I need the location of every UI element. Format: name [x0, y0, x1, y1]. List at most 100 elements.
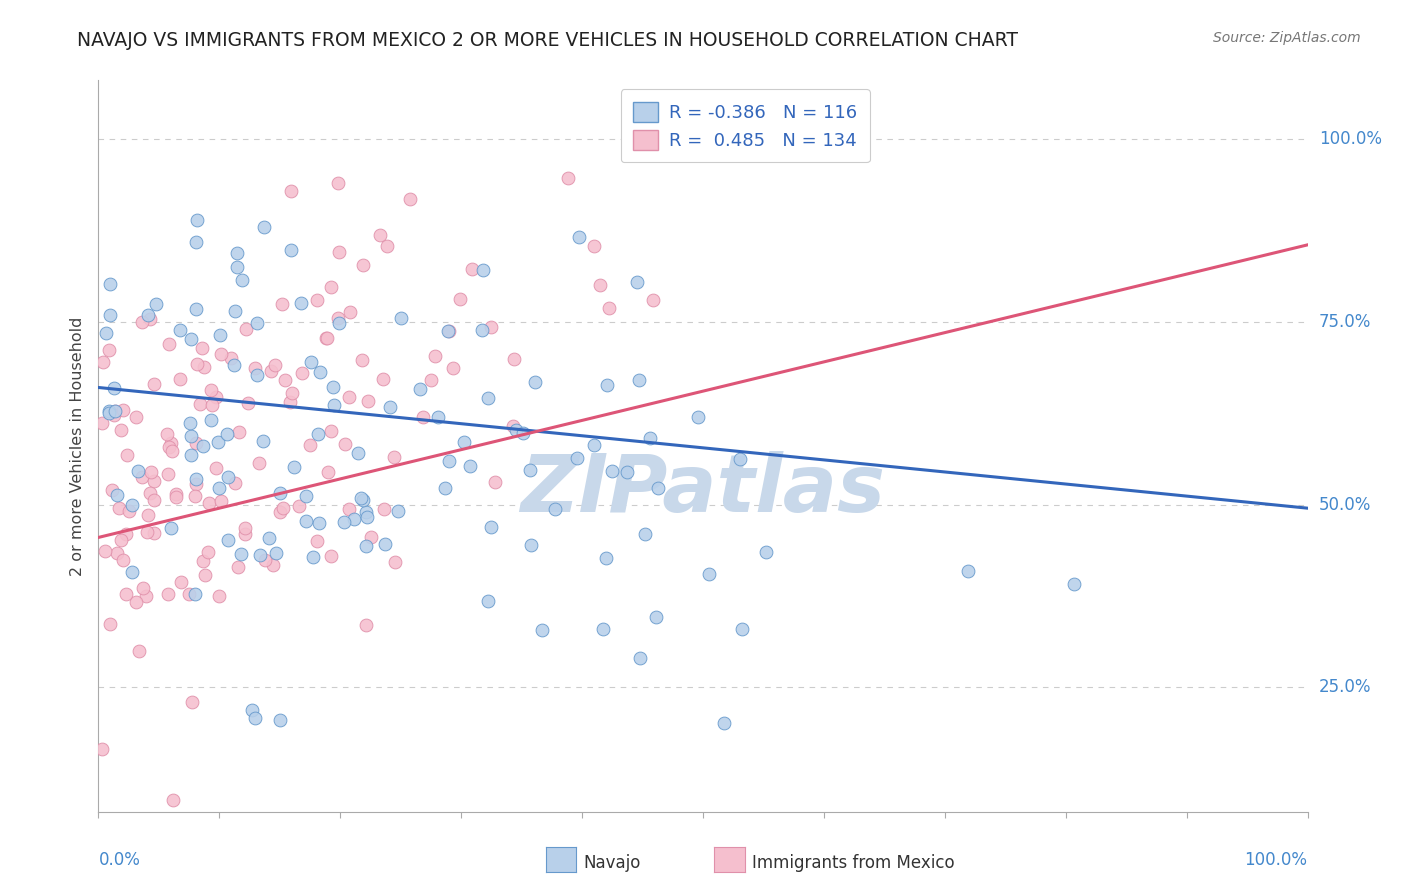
Point	[333, 436, 356, 450]
Point	[128, 644, 150, 658]
Point	[194, 568, 217, 582]
Point	[644, 610, 666, 624]
Point	[110, 423, 132, 437]
Point	[730, 622, 752, 636]
Point	[235, 322, 257, 336]
Point	[360, 530, 382, 544]
Point	[319, 280, 342, 294]
Point	[105, 546, 128, 560]
Point	[589, 278, 612, 293]
Point	[299, 437, 322, 451]
Point	[184, 490, 207, 504]
Point	[209, 494, 232, 508]
Point	[254, 553, 277, 567]
Point	[91, 742, 114, 756]
Point	[502, 418, 524, 433]
Point	[156, 426, 179, 441]
Point	[143, 376, 166, 391]
Point	[205, 391, 228, 405]
Point	[321, 424, 343, 438]
Point	[184, 235, 207, 249]
Text: 50.0%: 50.0%	[1319, 496, 1371, 514]
Point	[592, 622, 614, 636]
Point	[290, 296, 312, 310]
Point	[136, 308, 159, 322]
Point	[347, 446, 370, 460]
Point	[117, 448, 139, 462]
Point	[647, 481, 669, 495]
Point	[688, 409, 710, 424]
Point	[350, 352, 373, 367]
Point	[378, 400, 401, 414]
Point	[98, 277, 121, 291]
Point	[616, 465, 638, 479]
Point	[283, 459, 305, 474]
Text: Navajo: Navajo	[583, 855, 641, 872]
Point	[98, 404, 121, 418]
Point	[188, 397, 211, 411]
Point	[115, 587, 138, 601]
Point	[295, 489, 318, 503]
Point	[125, 410, 148, 425]
Point	[520, 538, 543, 552]
Text: 75.0%: 75.0%	[1319, 313, 1371, 331]
Point	[305, 293, 328, 307]
Point	[460, 459, 482, 474]
Point	[105, 488, 128, 502]
Text: NAVAJO VS IMMIGRANTS FROM MEXICO 2 OR MORE VEHICLES IN HOUSEHOLD CORRELATION CHA: NAVAJO VS IMMIGRANTS FROM MEXICO 2 OR MO…	[77, 31, 1018, 50]
Point	[131, 470, 153, 484]
Point	[186, 212, 208, 227]
Point	[697, 566, 720, 581]
Point	[627, 373, 650, 387]
Point	[479, 319, 502, 334]
Point	[101, 483, 124, 498]
Point	[208, 328, 231, 343]
Point	[205, 461, 228, 475]
Point	[308, 516, 330, 531]
Point	[450, 292, 472, 306]
Point	[233, 526, 256, 541]
Point	[91, 355, 114, 369]
Point	[169, 323, 191, 337]
Point	[595, 550, 617, 565]
Point	[309, 365, 332, 379]
Point	[108, 501, 131, 516]
Point	[243, 710, 266, 724]
Point	[291, 367, 314, 381]
Point	[281, 386, 304, 401]
Point	[103, 381, 125, 395]
Point	[280, 184, 302, 198]
Point	[352, 258, 374, 272]
Point	[217, 469, 239, 483]
Point	[222, 359, 245, 373]
Point	[226, 559, 249, 574]
Point	[557, 170, 579, 185]
Point	[307, 533, 329, 548]
Point	[755, 545, 778, 559]
Point	[179, 416, 201, 430]
Point	[316, 465, 339, 479]
Point	[231, 273, 253, 287]
Point	[477, 391, 499, 405]
Point	[98, 309, 121, 323]
Point	[352, 493, 374, 508]
Point	[350, 491, 373, 505]
Point	[217, 427, 239, 442]
Point	[337, 390, 360, 404]
Point	[427, 409, 450, 424]
Point	[315, 331, 337, 345]
Point	[121, 566, 143, 580]
Text: 100.0%: 100.0%	[1319, 130, 1382, 148]
Text: 25.0%: 25.0%	[1319, 679, 1371, 697]
Point	[252, 220, 274, 235]
Point	[169, 372, 191, 386]
Point	[471, 323, 494, 337]
Point	[94, 326, 117, 341]
Point	[271, 500, 294, 515]
Point	[356, 617, 378, 632]
Point	[420, 373, 443, 387]
Point	[357, 393, 380, 408]
Point	[186, 357, 208, 371]
Point	[181, 695, 204, 709]
Point	[373, 372, 395, 386]
